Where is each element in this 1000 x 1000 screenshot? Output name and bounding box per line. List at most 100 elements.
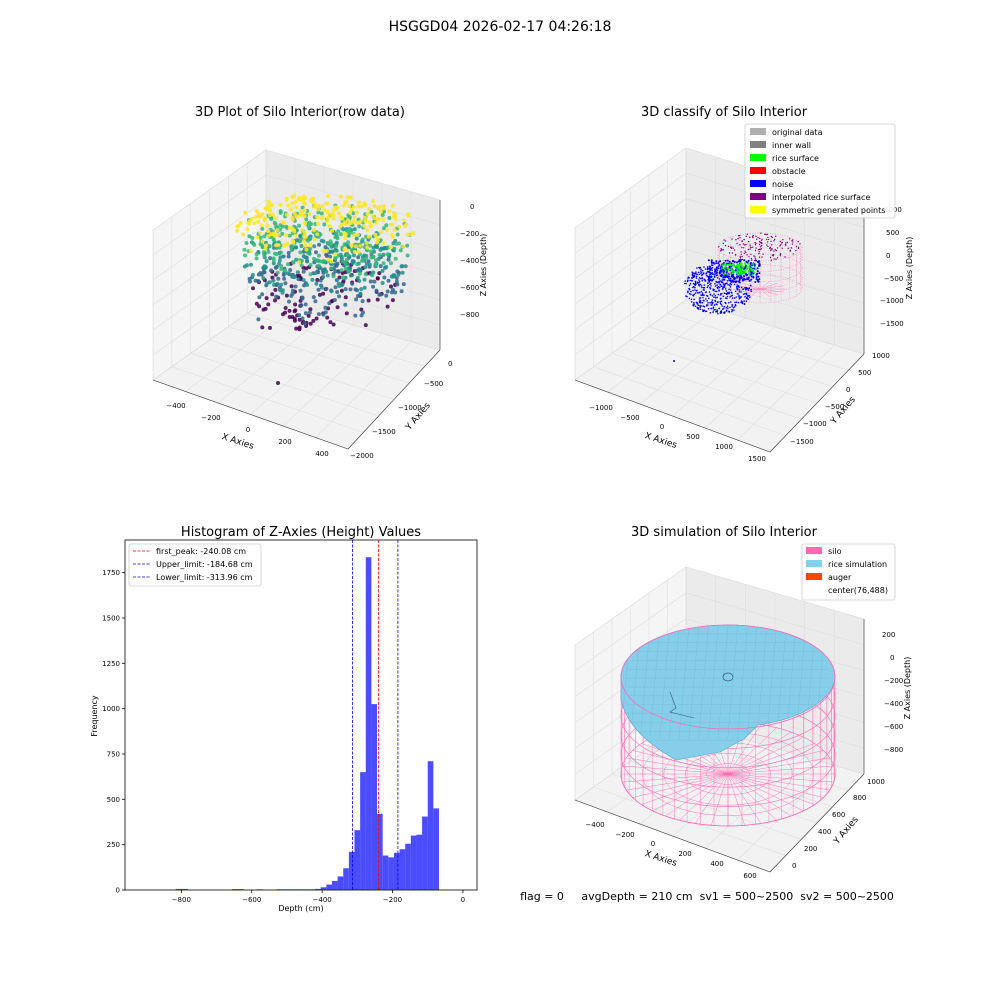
raw-point: [293, 302, 298, 307]
raw-point: [313, 202, 318, 207]
raw-point: [348, 210, 353, 215]
classify-rice-surface-point: [732, 263, 735, 266]
raw-point: [374, 288, 379, 293]
hist-x-tick-label: −600: [242, 896, 261, 904]
classify-noise-point: [728, 310, 730, 313]
raw-point: [289, 244, 294, 249]
classify-noise-point: [743, 277, 745, 280]
raw-point: [379, 246, 384, 251]
raw-point: [394, 279, 399, 284]
raw-point: [392, 228, 397, 233]
classify-noise-point: [694, 289, 696, 291]
classify-interpolated-point: [797, 246, 800, 248]
classify-noise-point: [693, 283, 696, 286]
raw-point: [347, 204, 352, 209]
raw-point: [346, 218, 350, 223]
classify-rice-surface-point: [740, 273, 743, 276]
raw-point: [298, 234, 303, 239]
raw-point: [275, 270, 280, 275]
classify-noise-point: [750, 278, 753, 281]
classify-z-tick: −500: [884, 275, 903, 283]
raw-point: [390, 232, 395, 237]
raw-point: [284, 293, 289, 298]
classify-noise-point: [736, 276, 739, 279]
classify-noise-point: [713, 293, 715, 295]
classify-interpolated-point: [761, 238, 763, 240]
raw-point: [377, 292, 382, 297]
raw-point: [353, 244, 358, 249]
classify-noise-point: [723, 292, 726, 295]
classify-noise-point: [716, 303, 718, 306]
classify-rice-surface-point: [735, 270, 738, 273]
raw-point: [347, 226, 352, 231]
classify-rice-surface-point: [738, 264, 741, 266]
classify-noise-point: [707, 302, 709, 304]
raw-point: [280, 224, 285, 229]
raw-point: [261, 276, 266, 281]
raw-point: [248, 249, 253, 254]
classify-noise-point: [694, 305, 697, 308]
raw-point: [321, 239, 326, 244]
classify-noise-point: [713, 296, 715, 299]
sim-x-ticks: −400 −200 0 200 400 600: [585, 821, 756, 880]
raw-point: [297, 197, 302, 202]
classify-noise-point: [731, 260, 734, 262]
raw-point: [351, 205, 356, 210]
classify-noise-point: [721, 285, 723, 288]
classify-noise-point: [727, 277, 730, 280]
classify-noise-point: [697, 292, 700, 294]
raw-point: [317, 253, 321, 258]
classify-noise-point: [703, 278, 705, 281]
classify-interpolated-point: [764, 233, 766, 235]
classify-noise-point: [716, 310, 718, 313]
sim-x-label: X Axies: [643, 849, 678, 869]
hist-x-tick-label: −800: [172, 896, 191, 904]
raw-point: [268, 256, 273, 261]
hist-x-ticks: −800 −600 −400 −200 0: [172, 890, 465, 904]
classify-noise-point: [684, 280, 686, 282]
classify-noise-point: [727, 307, 729, 310]
raw-point-cloud: [235, 194, 416, 385]
classify-interpolated-point: [751, 259, 753, 261]
raw-point: [384, 223, 389, 228]
classify-interpolated-point: [771, 236, 773, 239]
classify-noise-point: [709, 271, 712, 274]
classify-noise-point: [694, 272, 696, 275]
raw-point: [352, 219, 357, 224]
classify-interpolated-point: [730, 247, 733, 250]
classify-legend-swatch: [750, 141, 766, 148]
raw-point: [384, 265, 389, 269]
classify-noise-point: [691, 279, 693, 282]
raw-point: [389, 245, 393, 250]
classify-noise-point: [705, 298, 707, 300]
raw-point: [264, 243, 268, 248]
classify-noise-point: [718, 280, 721, 283]
raw-point: [365, 228, 370, 233]
raw-point: [352, 249, 357, 254]
raw-point: [292, 318, 297, 323]
classify-noise-point: [692, 282, 695, 285]
classify-interpolated-point: [758, 243, 761, 246]
raw-point: [300, 228, 305, 233]
classify-noise-point: [692, 294, 694, 297]
raw-point: [390, 203, 395, 208]
classify-noise-point: [724, 288, 727, 290]
classify-noise-point: [687, 279, 689, 282]
classify-interpolated-point: [766, 244, 768, 246]
classify-noise-point: [719, 283, 722, 286]
raw-point: [328, 320, 333, 325]
sim-silo-floor-line: [727, 773, 745, 826]
sim-silo-floor-line: [641, 773, 729, 805]
classify-y-tick: 500: [858, 369, 871, 377]
sim-silo-floor-line: [727, 773, 762, 824]
classify-interpolated-point: [724, 244, 727, 247]
raw-point: [343, 232, 348, 237]
classify-y-tick: 0: [846, 386, 850, 394]
classify-rice-surface-point: [724, 265, 727, 267]
raw-point: [258, 271, 263, 275]
classify-noise-point: [687, 277, 689, 279]
classify-noise-point: [713, 309, 715, 311]
hist-y-tick-label: 500: [107, 796, 120, 804]
classify-noise-point: [707, 279, 710, 282]
raw-point: [389, 284, 393, 289]
